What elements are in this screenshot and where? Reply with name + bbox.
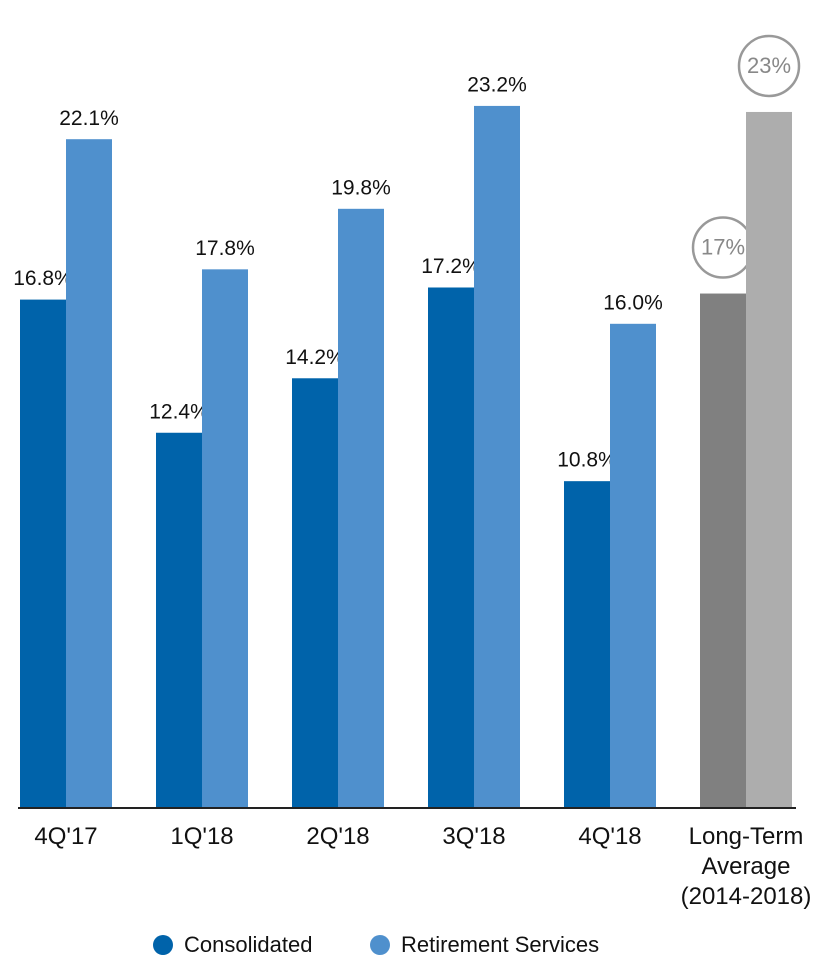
x-tick-label: 3Q'18 [442, 823, 506, 850]
value-label: 12.4% [149, 400, 209, 423]
bar [20, 299, 66, 808]
bar [564, 481, 610, 808]
value-label: 23% [747, 53, 791, 78]
value-label: 22.1% [59, 107, 119, 130]
value-label: 16.0% [603, 291, 663, 314]
legend-label: Consolidated [184, 932, 312, 957]
value-label: 17% [701, 234, 745, 259]
bar [338, 208, 384, 809]
bar [202, 269, 248, 808]
value-label: 10.8% [557, 449, 617, 472]
legend-swatch [153, 935, 173, 955]
bar [700, 293, 746, 808]
x-tick-label: 1Q'18 [170, 823, 234, 850]
value-label: 17.2% [421, 255, 481, 278]
value-label: 23.2% [467, 73, 527, 96]
x-tick-label: 2Q'18 [306, 823, 370, 850]
bar [610, 323, 656, 808]
bar [474, 105, 520, 808]
x-tick-label: 4Q'18 [578, 823, 642, 850]
bar [156, 432, 202, 808]
bar [292, 378, 338, 808]
x-tick-label: Long-Term Average (2014-2018) [680, 823, 812, 910]
legend-label: Retirement Services [401, 932, 599, 957]
value-label: 19.8% [331, 176, 391, 199]
bar [746, 111, 792, 809]
value-label: 16.8% [13, 267, 73, 290]
bar [428, 287, 474, 809]
bar [66, 139, 112, 808]
value-label: 17.8% [195, 237, 255, 260]
value-label: 14.2% [285, 346, 345, 369]
x-tick-label: 4Q'17 [34, 823, 98, 850]
legend-swatch [370, 935, 390, 955]
label-circle [737, 34, 801, 98]
